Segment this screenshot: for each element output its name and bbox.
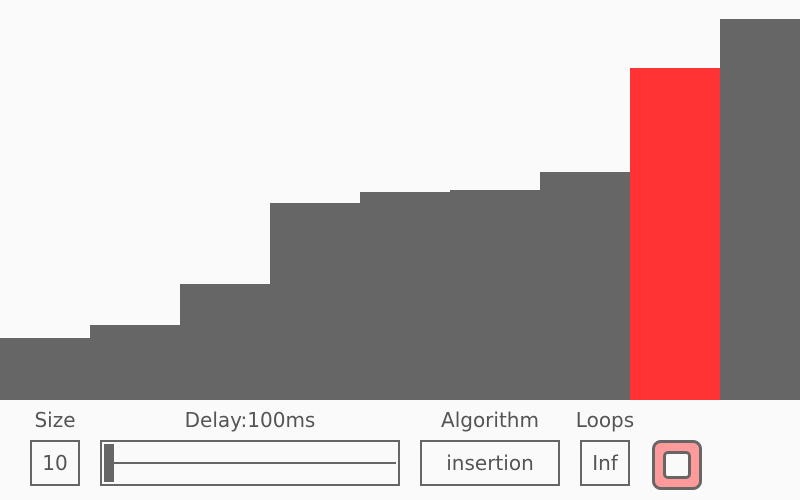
bar-highlighted (630, 68, 720, 400)
loops-value: Inf (592, 451, 618, 475)
algorithm-select[interactable]: insertion (420, 440, 560, 486)
size-label: Size (34, 408, 76, 432)
slider-track (114, 462, 396, 464)
start-stop-button[interactable] (652, 440, 702, 490)
bar (720, 19, 800, 400)
bar (270, 203, 360, 400)
loops-label: Loops (575, 408, 635, 432)
delay-slider[interactable] (100, 440, 400, 486)
size-input[interactable]: 10 (30, 440, 80, 486)
bar (450, 190, 540, 400)
size-value: 10 (42, 451, 68, 475)
bar-chart-area (0, 19, 800, 400)
algorithm-label: Algorithm (441, 408, 539, 432)
bar (180, 284, 270, 400)
bar (360, 192, 450, 400)
slider-handle[interactable] (104, 444, 114, 482)
loops-input[interactable]: Inf (580, 440, 630, 486)
bar (90, 325, 180, 400)
delay-label: Delay:100ms (184, 408, 316, 432)
square-stop-icon (663, 451, 691, 479)
bar (540, 172, 630, 400)
algorithm-value: insertion (446, 451, 534, 475)
bar (0, 338, 90, 400)
